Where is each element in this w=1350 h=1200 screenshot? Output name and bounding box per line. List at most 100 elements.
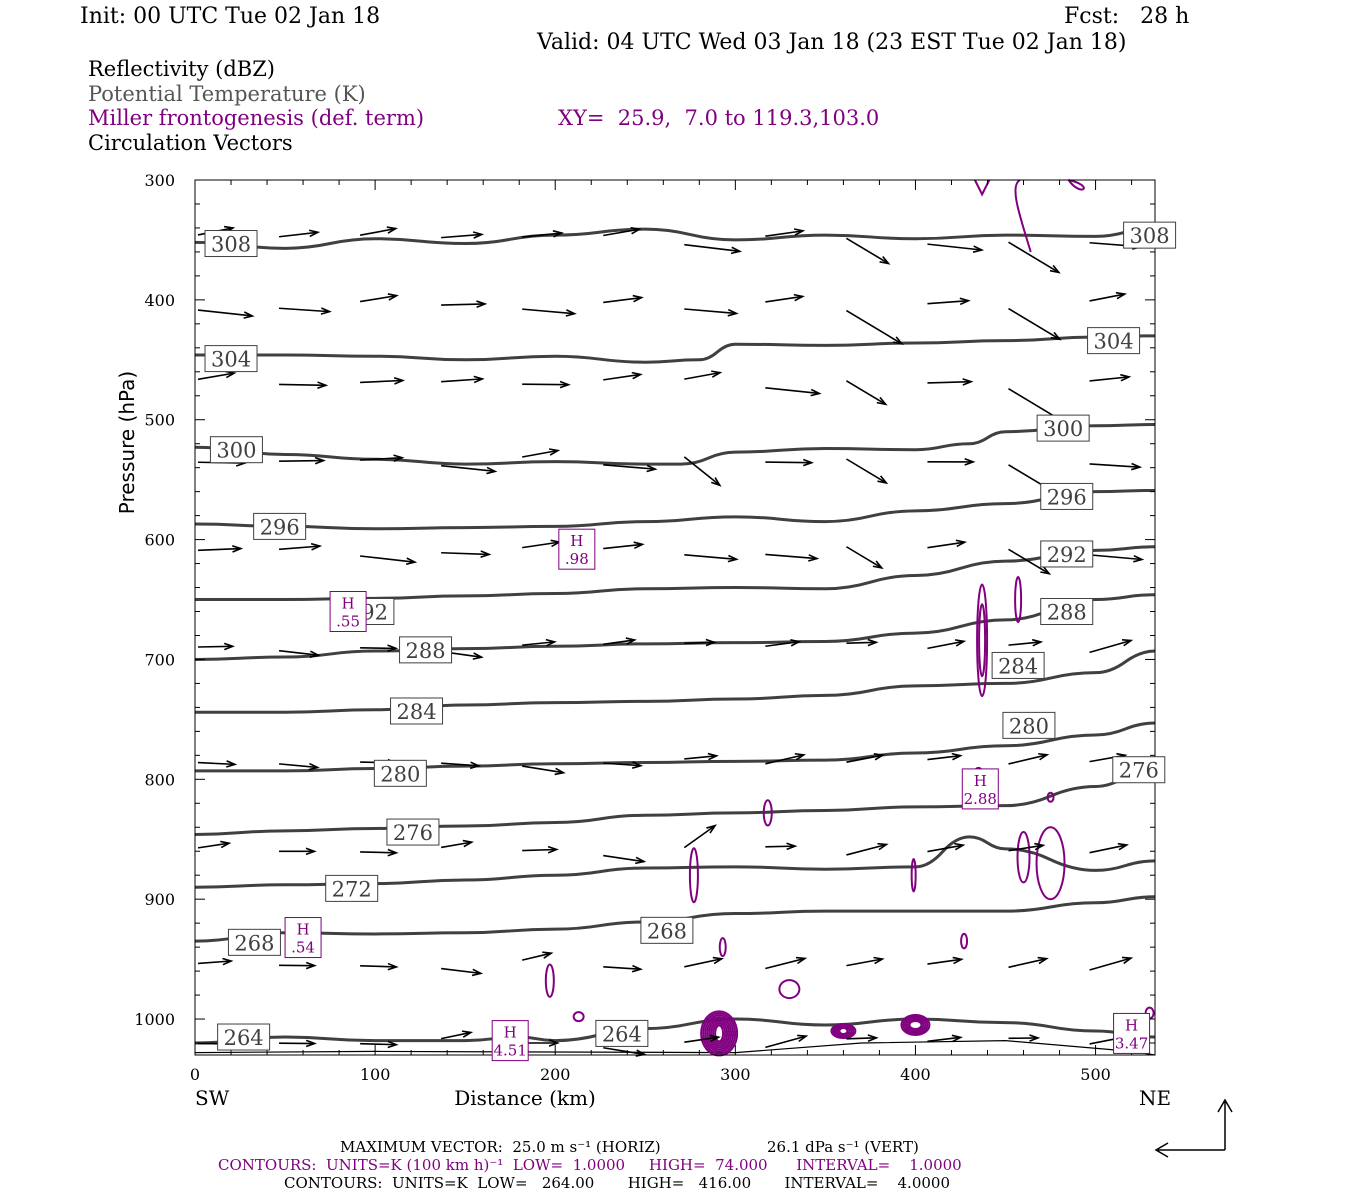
vector-shaft <box>360 647 396 650</box>
theta-label-284: 284 <box>991 651 1045 679</box>
vector-shaft <box>684 243 740 253</box>
theta-label-text: 296 <box>1047 485 1087 509</box>
fronto-max-label: H.55 <box>329 591 367 633</box>
fronto-contour <box>1046 791 1055 803</box>
circulation-vector <box>522 448 561 458</box>
vector-head <box>405 557 418 566</box>
theta-label-box <box>1123 221 1177 249</box>
y-tick-label: 300 <box>144 171 175 190</box>
vector-head <box>547 845 559 854</box>
vector-head <box>476 300 488 308</box>
vector-head <box>480 550 492 558</box>
vector-shaft <box>603 543 643 550</box>
vector-shaft <box>684 957 722 968</box>
vector-shaft <box>603 639 635 646</box>
vector-shaft <box>278 763 318 769</box>
vector-shaft <box>845 546 883 569</box>
circulation-vector <box>1008 1034 1041 1042</box>
circulation-vector <box>927 639 967 650</box>
fronto-max-label: H.54 <box>284 917 322 959</box>
circulation-vector <box>441 464 498 475</box>
circulation-vector <box>683 824 718 849</box>
circulation-vector <box>522 638 557 647</box>
vector-head <box>727 308 739 317</box>
vector-head <box>795 956 808 965</box>
vector-shaft <box>1089 293 1125 302</box>
theta-label-280: 280 <box>1002 711 1056 739</box>
vector-shaft <box>846 1037 877 1040</box>
theta-label-box <box>1036 414 1090 442</box>
vector-shaft <box>927 299 969 305</box>
vector-shaft <box>765 957 806 970</box>
circulation-vector <box>846 1034 879 1042</box>
vector-head <box>959 297 971 306</box>
theta-label-280: 280 <box>373 759 427 787</box>
x-tick-label: 300 <box>720 1065 751 1084</box>
fronto-max-value: .98 <box>565 550 589 568</box>
fronto-max-label: H3.47 <box>1113 1012 1151 1054</box>
vector-head <box>1120 373 1132 382</box>
vector-shaft <box>1008 548 1050 575</box>
circulation-vector <box>360 962 399 971</box>
vector-shaft <box>603 228 640 237</box>
vector-shaft <box>441 233 482 239</box>
vector-head <box>552 230 564 238</box>
circulation-vector <box>927 1034 963 1043</box>
circulation-vector <box>845 458 889 485</box>
fronto-contour-surface <box>838 1027 849 1036</box>
vector-shaft <box>927 640 965 650</box>
vector-head <box>877 475 889 485</box>
circulation-vector <box>278 229 321 238</box>
vector-head <box>1121 639 1134 647</box>
circulation-vector <box>1089 291 1128 302</box>
vector-shaft <box>360 555 415 563</box>
circulation-vector <box>927 956 964 965</box>
vector-head <box>793 228 806 236</box>
vector-shaft <box>603 1046 645 1056</box>
y-tick-label: 600 <box>144 531 175 550</box>
vector-shaft <box>846 843 887 856</box>
theta-label-304: 304 <box>1087 327 1141 355</box>
vector-shaft <box>522 449 559 458</box>
vector-head <box>548 1039 560 1047</box>
circulation-vector <box>684 956 725 968</box>
fronto-max-h: H <box>974 772 987 790</box>
vector-shaft <box>1008 844 1044 852</box>
vector-shaft <box>522 848 557 852</box>
vector-head <box>387 293 399 301</box>
vector-head <box>1130 462 1143 471</box>
fronto-max-value: 4.51 <box>493 1042 526 1060</box>
vector-shaft <box>603 854 645 863</box>
vector-head <box>1029 1034 1041 1042</box>
vector-head <box>1037 956 1049 965</box>
x-tick-label: 0 <box>190 1065 200 1084</box>
vector-head <box>223 642 236 651</box>
theta-label-284: 284 <box>390 697 444 725</box>
fronto-contour <box>762 799 773 827</box>
vector-head <box>1038 752 1050 761</box>
theta-label-text: 284 <box>396 700 436 724</box>
vector-head <box>462 839 474 848</box>
circulation-vector <box>197 642 236 651</box>
theta-contour-296 <box>194 488 1156 531</box>
theta-label-308: 308 <box>1123 221 1177 249</box>
theta-label-308: 308 <box>204 230 258 258</box>
fronto-contour <box>1035 826 1066 901</box>
circulation-vector <box>441 967 484 977</box>
circulation-vector <box>278 649 321 659</box>
footer-contours-theta: CONTOURS: UNITS=K LOW= 264.00 HIGH= 416.… <box>284 1174 950 1192</box>
x-tick-label: 400 <box>900 1065 931 1084</box>
circulation-vector <box>845 237 891 265</box>
fronto-max-label: H4.51 <box>491 1020 529 1062</box>
circulation-vector <box>1008 638 1044 647</box>
fronto-contour <box>978 603 987 678</box>
theta-label-text: 268 <box>647 919 687 943</box>
circulation-vector <box>845 309 904 346</box>
fronto-contour <box>688 847 699 904</box>
circulation-vector <box>522 230 564 238</box>
fronto-contour-top <box>1014 179 1085 253</box>
circulation-vector <box>927 297 971 306</box>
fronto-contour-surface <box>704 1014 735 1053</box>
theta-label-288: 288 <box>1040 598 1094 626</box>
vector-shaft <box>927 380 972 384</box>
